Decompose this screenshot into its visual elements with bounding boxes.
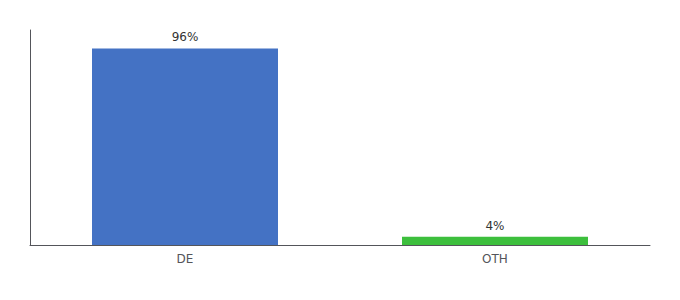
svg-text:DE: DE <box>177 252 194 266</box>
svg-text:96%: 96% <box>172 30 199 44</box>
svg-text:4%: 4% <box>485 219 504 233</box>
svg-text:OTH: OTH <box>482 252 508 266</box>
